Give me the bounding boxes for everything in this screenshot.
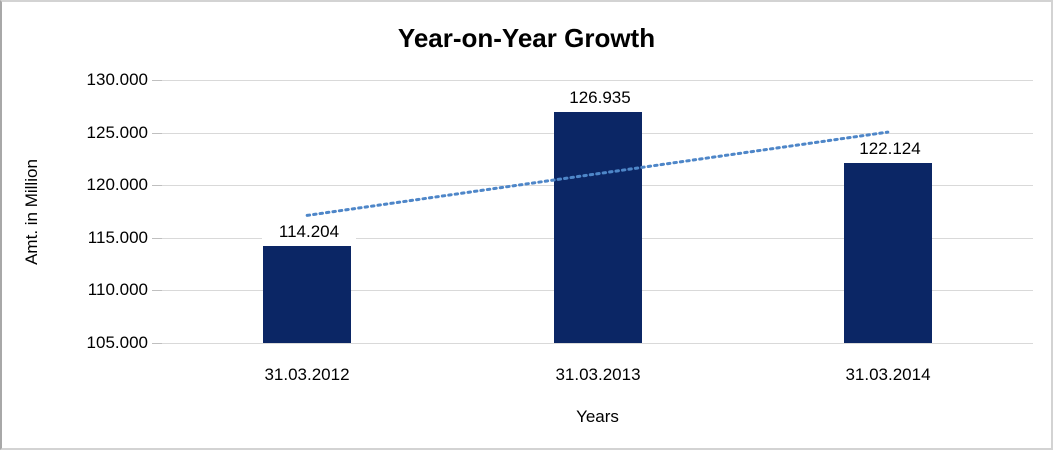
x-tick-label: 31.03.2013 [555, 365, 641, 384]
y-tick-label: 125.000 [86, 123, 148, 142]
y-tick-label: 115.000 [87, 228, 148, 247]
y-axis-tick [152, 133, 162, 134]
bar-data-label: 122.124 [843, 140, 937, 158]
bar [554, 112, 642, 343]
y-axis-tick [152, 80, 162, 81]
y-tick-label: 120.000 [86, 175, 148, 194]
x-tick-label: 31.03.2012 [264, 365, 350, 384]
bar [844, 163, 932, 343]
y-gridline [162, 343, 1033, 344]
y-tick-label: 105.000 [86, 333, 148, 352]
y-axis-title: Amt. in Million [22, 159, 41, 265]
x-tick-label: 31.03.2014 [845, 365, 931, 384]
x-axis-title: Years [576, 407, 619, 426]
bar [263, 246, 351, 343]
y-axis-tick [152, 343, 162, 344]
bar-data-label: 126.935 [553, 89, 647, 107]
bar-data-label: 114.204 [262, 223, 356, 241]
y-axis-tick [152, 290, 162, 291]
y-tick-label: 110.000 [87, 280, 148, 299]
y-axis-tick [152, 238, 162, 239]
y-gridline [162, 80, 1033, 81]
y-tick-label: 130.000 [86, 70, 148, 89]
chart-title: Year-on-Year Growth [397, 23, 656, 53]
y-axis-tick [152, 185, 162, 186]
